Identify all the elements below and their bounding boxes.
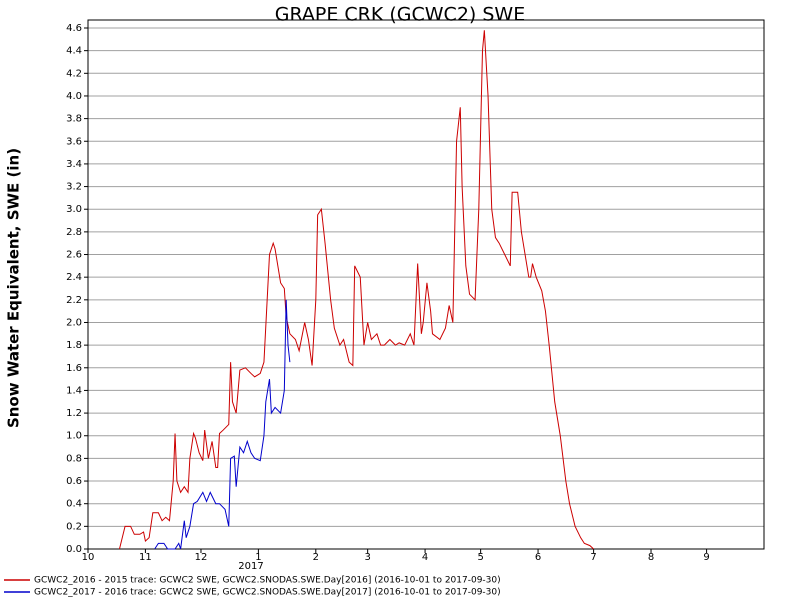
x-tick-label: 10: [82, 552, 95, 563]
y-tick-label: 2.4: [66, 272, 82, 283]
series-line: [154, 299, 291, 550]
y-tick-label: 3.0: [66, 204, 82, 215]
y-tick-label: 3.6: [66, 136, 82, 147]
x-tick-label: 6: [535, 552, 541, 563]
y-tick-label: 3.8: [66, 114, 82, 125]
y-tick-label: 2.8: [66, 227, 82, 238]
y-tick-label: 0.4: [66, 499, 82, 510]
y-tick-label: 1.0: [66, 431, 82, 442]
x-tick-label: 7: [590, 552, 596, 563]
y-tick-label: 0.8: [66, 453, 82, 464]
x-tick-label: 12: [195, 552, 208, 563]
y-tick-label: 0.2: [66, 521, 82, 532]
y-tick-label: 1.6: [66, 363, 82, 374]
x-tick-label: 4: [422, 552, 428, 563]
y-tick-label: 4.4: [66, 46, 82, 57]
legend-label: GCWC2_2017 - 2016 trace: GCWC2 SWE, GCWC…: [34, 588, 501, 598]
chart-title: GRAPE CRK (GCWC2) SWE: [275, 4, 525, 26]
y-tick-label: 1.8: [66, 340, 82, 351]
y-tick-label: 3.4: [66, 159, 82, 170]
x-tick-label: 2: [313, 552, 319, 563]
y-tick-label: 1.2: [66, 408, 82, 419]
series-line: [118, 30, 594, 550]
y-tick-label: 2.2: [66, 295, 82, 306]
y-tick-label: 2.6: [66, 250, 82, 261]
legend-label: GCWC2_2016 - 2015 trace: GCWC2 SWE, GCWC…: [34, 576, 501, 586]
y-tick-label: 0.6: [66, 476, 82, 487]
y-tick-label: 4.0: [66, 91, 82, 102]
plot-frame: [87, 19, 765, 550]
year-annotation: 2017: [238, 561, 263, 572]
x-tick-label: 9: [703, 552, 709, 563]
y-tick-label: 4.2: [66, 68, 82, 79]
x-tick-label: 1: [255, 552, 261, 563]
x-tick-label: 11: [139, 552, 152, 563]
x-tick-label: 8: [648, 552, 654, 563]
y-tick-label: 4.6: [66, 23, 82, 34]
y-tick-label: 0.0: [66, 544, 82, 555]
y-tick-label: 3.2: [66, 182, 82, 193]
y-tick-label: 1.4: [66, 385, 82, 396]
x-tick-label: 5: [477, 552, 483, 563]
x-tick-label: 3: [364, 552, 370, 563]
y-axis-label: Snow Water Equivalent, SWE (in): [5, 148, 23, 428]
y-tick-label: 2.0: [66, 317, 82, 328]
